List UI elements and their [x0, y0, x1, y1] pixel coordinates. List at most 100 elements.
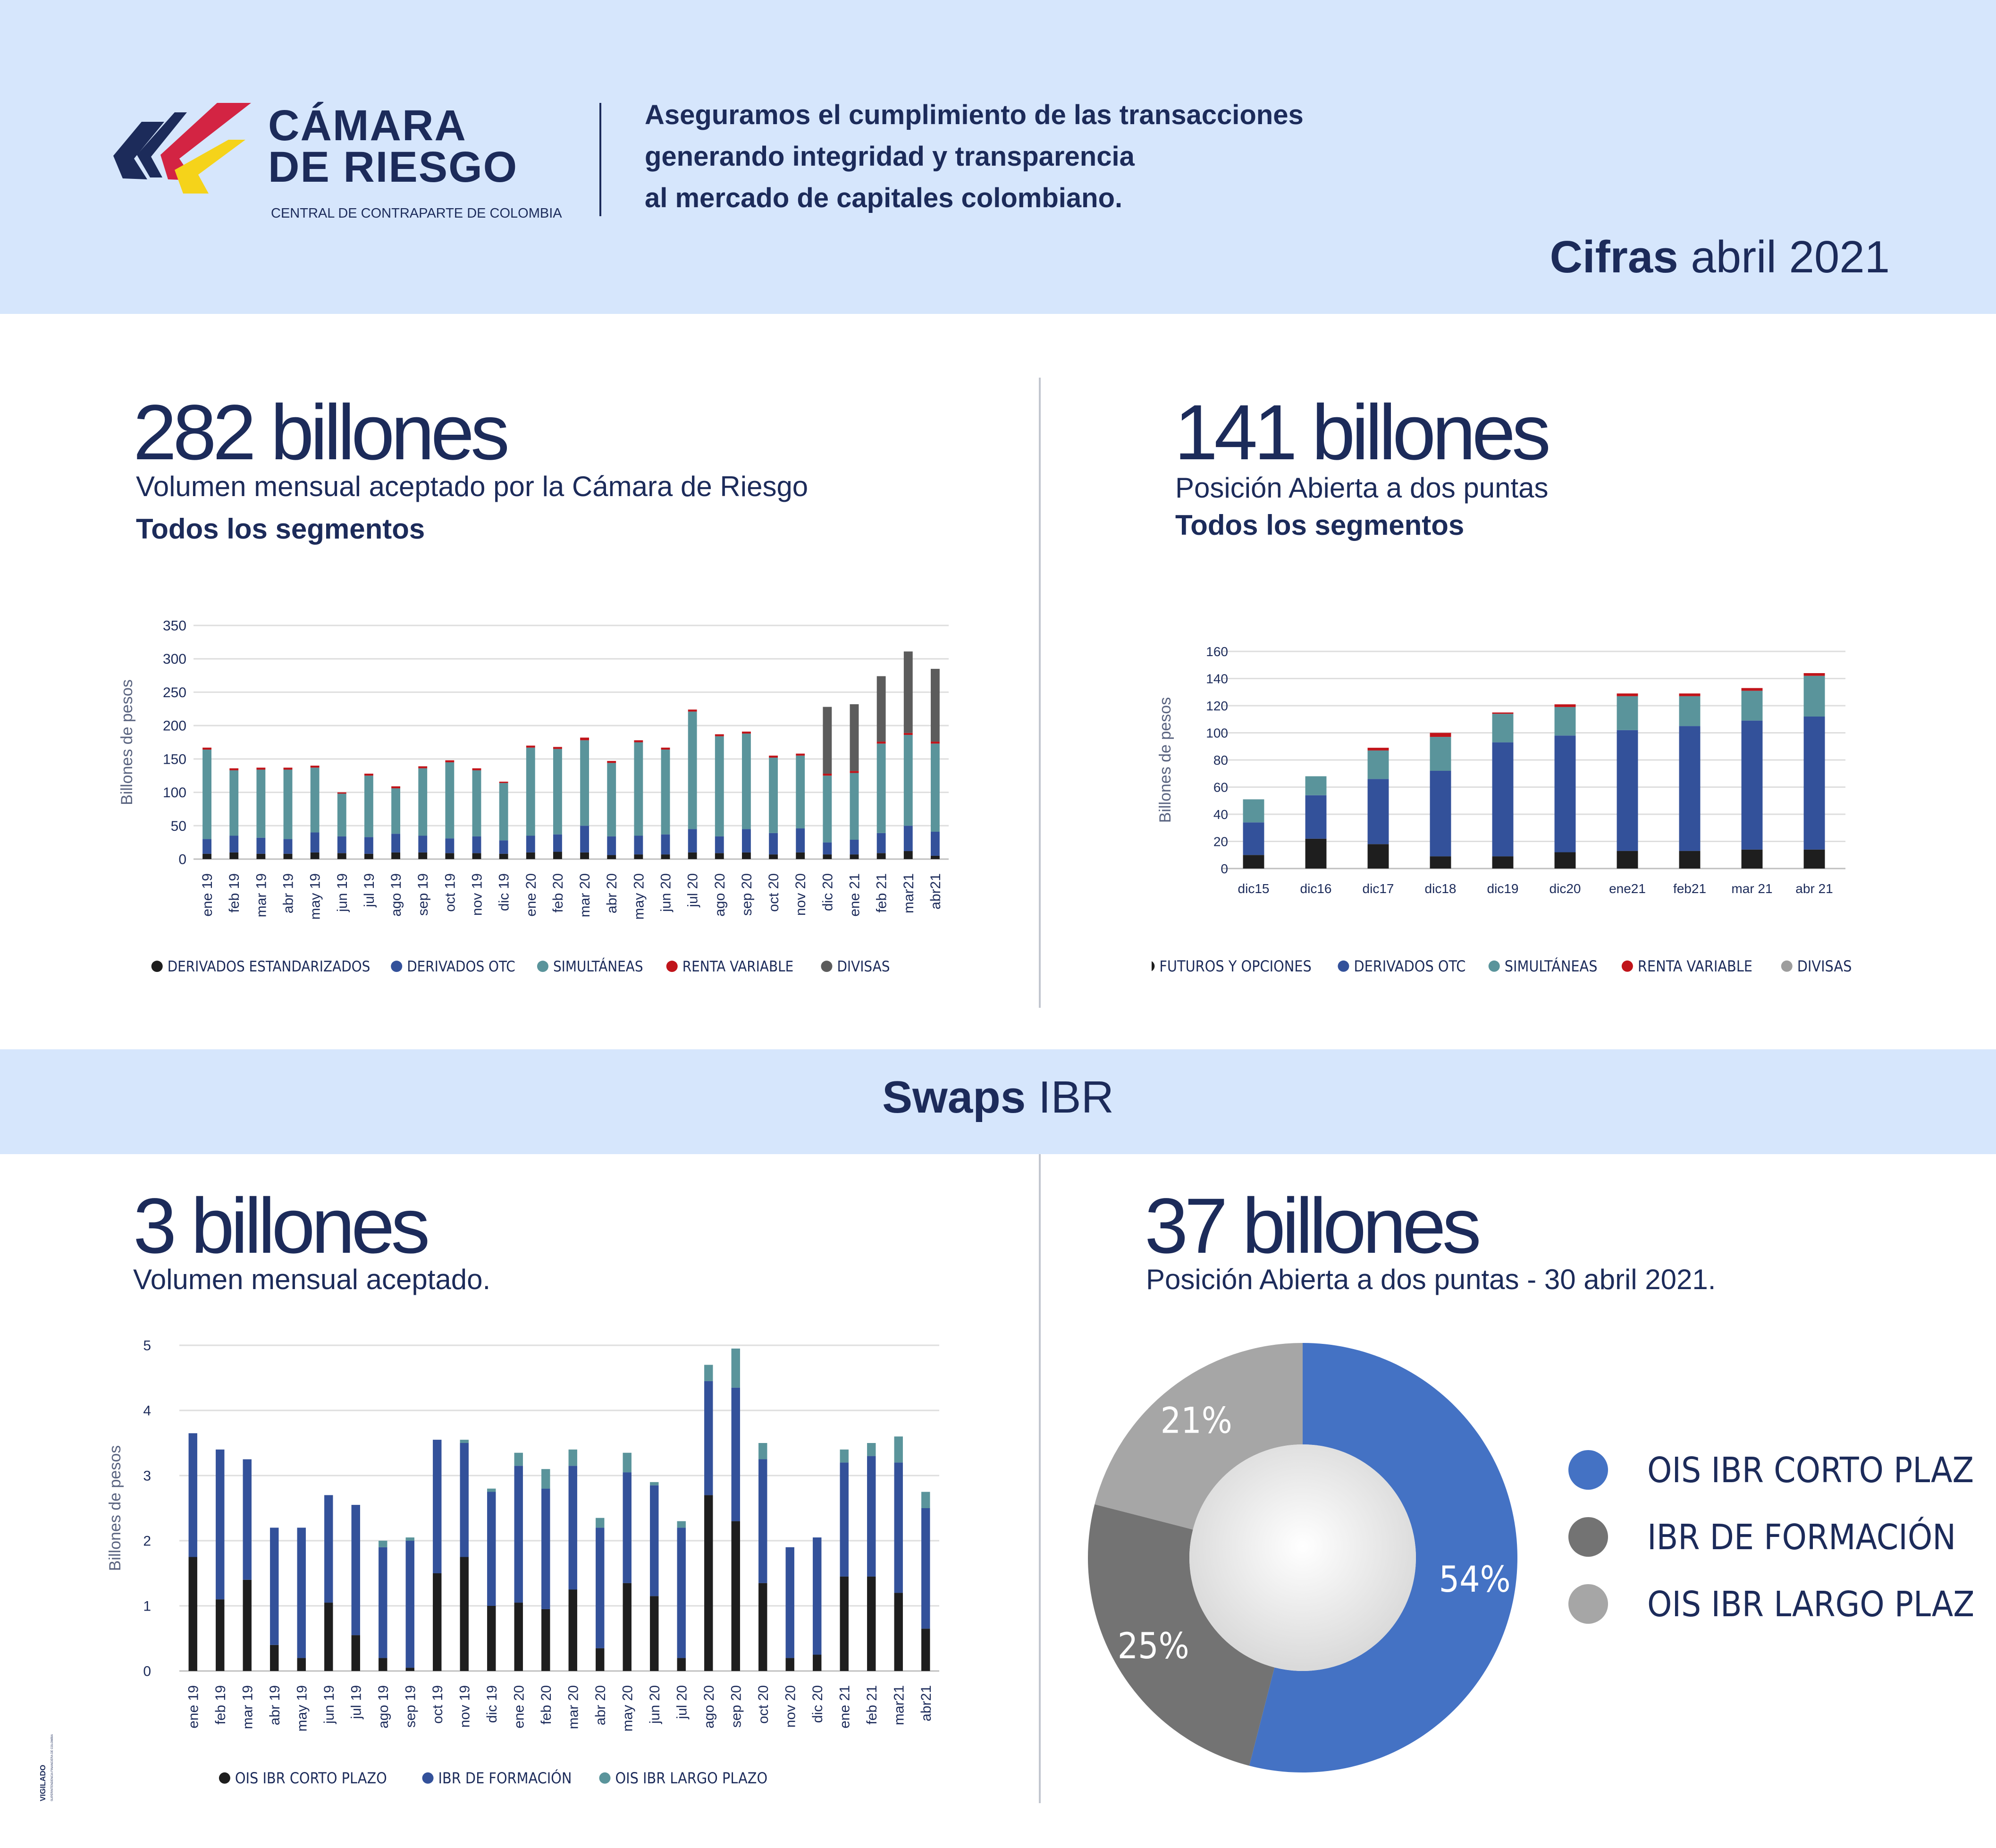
y-axis-label: Billones de pesos — [118, 679, 136, 805]
bar-segment — [1741, 691, 1763, 721]
bar-segment — [867, 1456, 876, 1577]
x-tick-label: may 19 — [308, 873, 323, 920]
x-tick-label: abr 19 — [267, 1685, 283, 1725]
bar-segment — [283, 839, 293, 854]
x-tick-label: sep 19 — [403, 1685, 418, 1728]
panel4-subtitle: Posición Abierta a dos puntas - 30 abril… — [1146, 1264, 1716, 1295]
x-tick-label: sep 20 — [739, 873, 755, 916]
bar-segment — [499, 853, 508, 859]
bar-segment — [526, 835, 535, 852]
donut-legend: OIS IBR CORTO PLAZO IBR DE FORMACIÓN OIS I… — [1568, 1450, 1973, 1625]
bar-segment — [580, 826, 589, 852]
legend-marker-icon — [1621, 960, 1633, 972]
bar-segment — [903, 734, 913, 826]
bar-segment — [445, 838, 455, 853]
bar-segment — [715, 853, 724, 859]
bar-segment — [487, 1488, 496, 1492]
bar-segment — [514, 1452, 523, 1466]
slice-label: 54% — [1439, 1558, 1511, 1600]
bar-segment — [270, 1645, 279, 1671]
bar-segment — [405, 1541, 414, 1668]
y-tick-label: 0 — [143, 1664, 151, 1679]
bar-segment — [894, 1436, 903, 1463]
bar-segment — [1430, 771, 1451, 857]
bar-segment — [731, 1348, 740, 1388]
bar-segment — [850, 773, 859, 840]
legend-marker-icon — [1568, 1517, 1608, 1557]
x-tick-label: mar 20 — [577, 873, 593, 917]
y-tick-label: 40 — [1213, 807, 1228, 822]
bar-segment — [903, 851, 913, 859]
bar-segment — [742, 734, 751, 829]
panel3-figure: 3 billones — [133, 1182, 430, 1270]
bar-segment — [202, 747, 211, 750]
bar-segment — [823, 776, 832, 843]
x-tick-label: nov 19 — [470, 873, 485, 916]
x-tick-label: ago 20 — [701, 1685, 717, 1729]
bar-segment — [607, 836, 616, 855]
x-tick-label: mar 21 — [1731, 881, 1772, 896]
bar-segment — [850, 854, 859, 859]
bar-segment — [1367, 844, 1389, 869]
bar-segment — [731, 1387, 740, 1521]
open-position-bar-chart: 0 20 40 60 80 100 120 140 160 Billones de pesos di… — [1152, 644, 1852, 975]
bar-segment — [903, 651, 913, 733]
volume-bar-chart: 0 50 100 150 200 250 300 350 Billones de pesos en… — [118, 618, 949, 975]
slice-label: 21% — [1161, 1400, 1232, 1442]
x-tick-label: sep 19 — [415, 873, 431, 916]
bar-segment — [499, 783, 508, 841]
bar-segment — [337, 793, 346, 836]
bar-segment — [391, 834, 400, 852]
legend-label: DIVISAS — [837, 958, 890, 975]
bar-segment — [796, 755, 805, 828]
bar-segment — [931, 743, 940, 832]
bar-segment — [472, 836, 481, 853]
legend-marker-icon — [391, 961, 403, 972]
chart-legend: DERIVADOS ESTANDARIZADOS DERIVADOS OTC SIM… — [151, 958, 890, 975]
header-band — [0, 0, 1996, 314]
tagline-line-2: generando integridad y transparencia — [645, 141, 1135, 172]
bar-segment — [297, 1658, 306, 1671]
bar-segment — [623, 1583, 632, 1671]
y-tick-label: 100 — [1206, 726, 1228, 740]
panel2-subtitle: Posición Abierta a dos puntas — [1175, 472, 1549, 504]
bar-segment — [216, 1599, 225, 1671]
bar-segment — [1243, 799, 1264, 823]
bar-segment — [1803, 849, 1825, 869]
bar-segment — [364, 853, 373, 859]
x-tick-label: dic19 — [1487, 881, 1519, 896]
vigilado-label: VIGILADO — [39, 1765, 47, 1801]
x-tick-label: ene 20 — [523, 873, 539, 917]
panel1-figure: 282 billones — [133, 389, 510, 476]
x-tick-label: dic18 — [1425, 881, 1457, 896]
y-tick-label: 200 — [163, 718, 186, 734]
bar-segment — [867, 1576, 876, 1671]
bar-segment — [661, 854, 670, 859]
bar-segment — [596, 1527, 605, 1648]
bar-segment — [931, 832, 940, 856]
bar-segment — [229, 852, 239, 859]
bar-segment — [202, 839, 211, 854]
bar-segment — [580, 740, 589, 826]
bar-segment — [514, 1603, 523, 1671]
swaps-position-donut-chart: 54% 25% 21% OIS IBR CORTO PLAZO IBR DE FORMA… — [1088, 1343, 1973, 1772]
bar-segment — [688, 711, 697, 829]
brand-line2: DE RIESGO — [268, 143, 518, 191]
bar-segment — [1492, 742, 1514, 857]
x-tick-label: nov 19 — [457, 1685, 472, 1728]
legend-label: OIS IBR LARGO PLAZO — [615, 1769, 767, 1787]
panel1-segment: Todos los segmentos — [136, 513, 425, 545]
y-tick-label: 50 — [171, 819, 186, 834]
bar-segment — [634, 740, 643, 743]
x-tick-label: jul 19 — [362, 873, 377, 908]
bar-segment — [1367, 748, 1389, 751]
y-axis-label: Billones de pesos — [1156, 697, 1174, 823]
bar-segment — [270, 1527, 279, 1645]
panel2-figure: 141 billones — [1174, 389, 1551, 476]
bar-segment — [229, 768, 239, 770]
y-tick-label: 20 — [1213, 834, 1228, 849]
bar-segment — [433, 1573, 442, 1671]
band-title-bold: Swaps — [882, 1072, 1026, 1122]
donut-slice — [1249, 1343, 1517, 1772]
x-tick-label: abr 20 — [593, 1685, 608, 1725]
